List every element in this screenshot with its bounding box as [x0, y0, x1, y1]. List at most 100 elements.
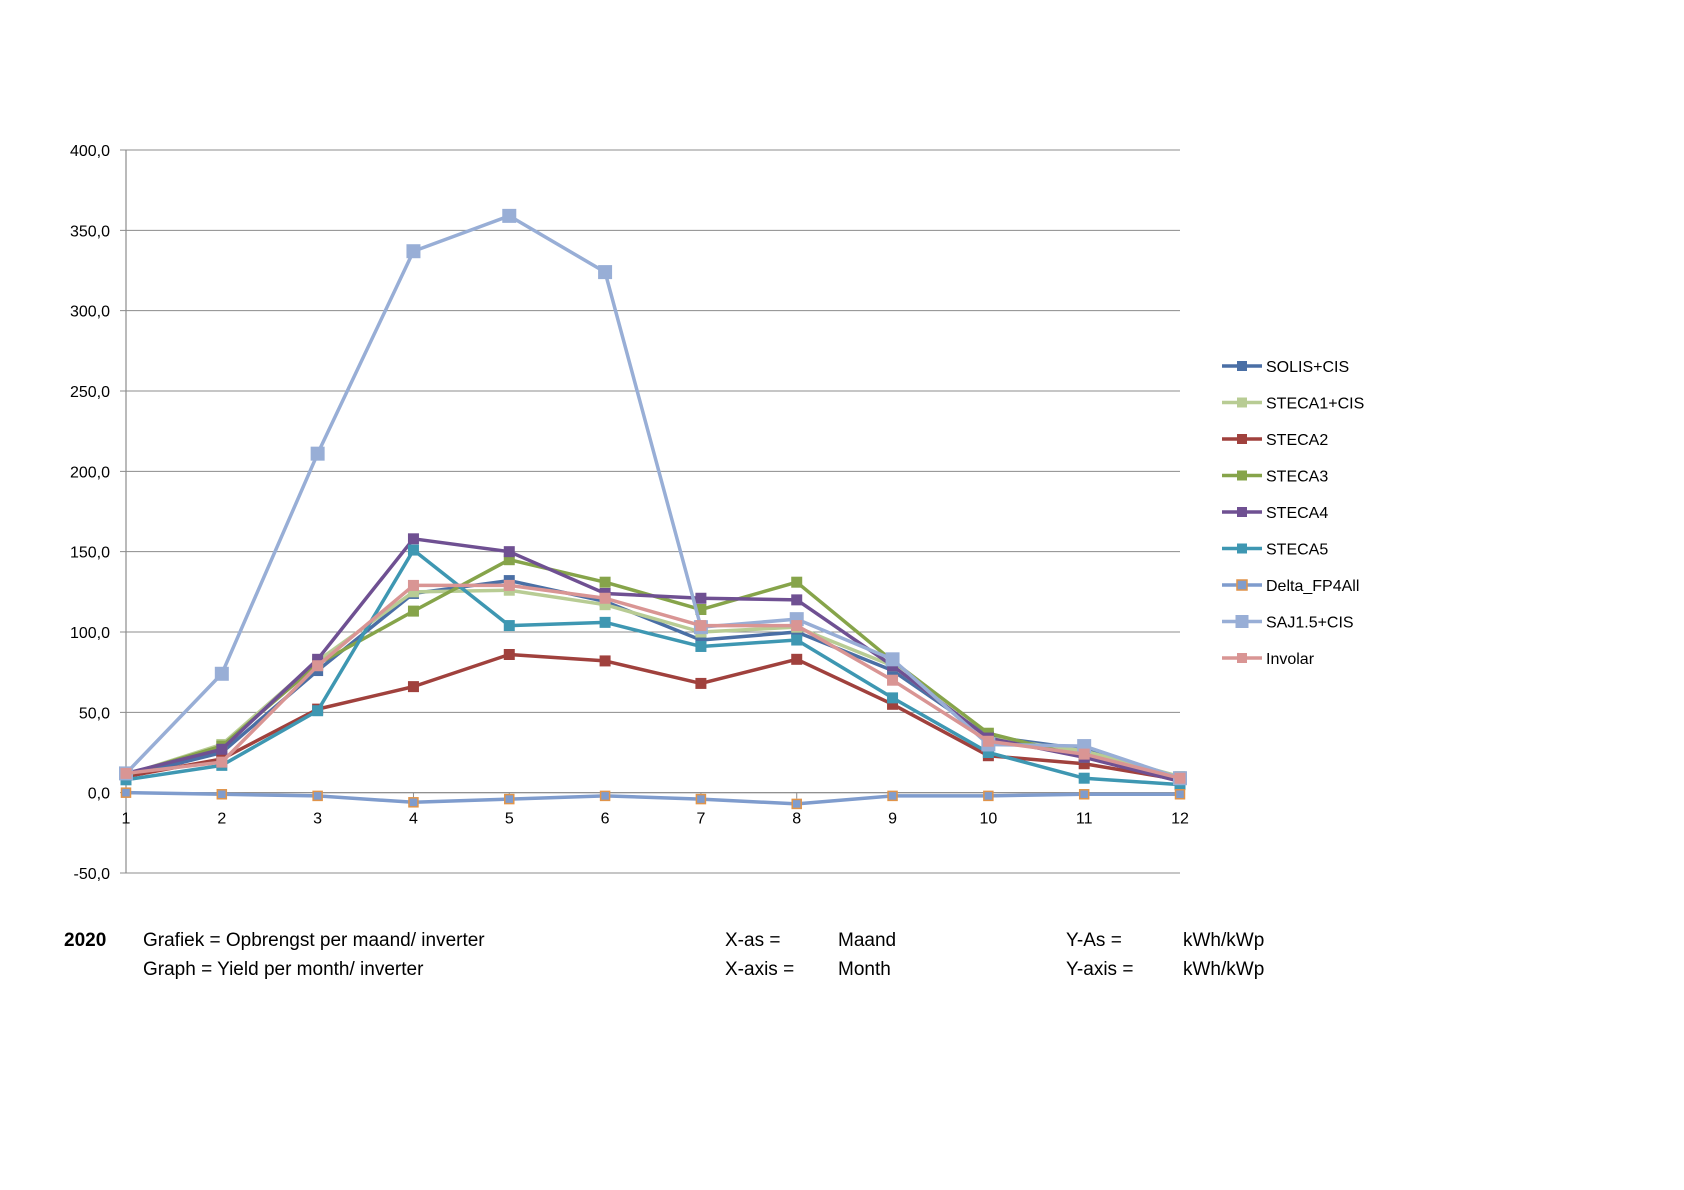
data-point	[312, 653, 324, 665]
data-point	[406, 244, 421, 259]
data-point	[503, 546, 515, 558]
data-point	[120, 787, 132, 798]
series-steca5	[120, 544, 1186, 791]
data-point	[407, 681, 419, 693]
data-point	[312, 790, 323, 802]
caption-yas-value: kWh/kWp	[1183, 930, 1265, 951]
legend-entry: SOLIS+CIS	[1222, 359, 1349, 376]
data-point	[695, 634, 707, 646]
series-line	[125, 588, 1181, 779]
data-point	[599, 616, 611, 628]
legend-marker	[1237, 361, 1247, 371]
legend-label: STECA3	[1266, 469, 1328, 486]
caption-yaxis-label: Y-axis =	[1066, 959, 1134, 980]
data-point	[695, 640, 707, 652]
series-involar	[120, 579, 1186, 784]
legend-label: SAJ1.5+CIS	[1266, 615, 1354, 632]
data-point	[695, 620, 707, 632]
caption-yas-label: Y-As =	[1066, 930, 1122, 951]
x-tick-label: 10	[979, 811, 997, 828]
series-steca3	[120, 554, 1186, 784]
series-solis-cis	[120, 575, 1186, 786]
data-point	[791, 576, 803, 588]
data-point	[1174, 789, 1186, 800]
x-tick-label: 9	[888, 811, 897, 828]
data-point	[216, 743, 228, 755]
y-tick-label: 0,0	[88, 786, 110, 803]
y-tick-label: 250,0	[70, 384, 110, 401]
y-tick-label: 300,0	[70, 304, 110, 321]
caption-xas-value: Maand	[838, 930, 897, 951]
data-point	[599, 655, 611, 667]
legend-marker	[1237, 470, 1247, 481]
data-point	[407, 605, 419, 617]
data-point	[120, 767, 132, 779]
data-point	[407, 579, 419, 591]
data-point	[503, 648, 515, 660]
data-point	[599, 790, 611, 802]
data-point	[312, 705, 324, 717]
legend-marker	[1237, 543, 1247, 554]
x-tick-label: 8	[792, 811, 801, 828]
legend-marker	[1237, 653, 1247, 663]
x-tick-label: 3	[313, 811, 322, 828]
y-axis-ticks: 400,0 350,0 300,0 250,0 200,0 150,0 100,0 50,0 0…	[70, 143, 110, 883]
data-point	[502, 208, 517, 223]
data-point	[791, 634, 803, 646]
series-steca1-cis	[120, 584, 1186, 783]
data-point	[887, 698, 899, 710]
legend-label: STECA2	[1266, 432, 1328, 449]
caption-xaxis-value: Month	[838, 959, 891, 980]
x-tick-label: 11	[1076, 811, 1093, 828]
axes	[125, 150, 1180, 873]
x-tick-label: 12	[1171, 811, 1189, 828]
data-point	[599, 599, 611, 611]
data-point	[982, 735, 994, 747]
data-point	[791, 594, 803, 606]
data-point	[310, 446, 325, 461]
data-point	[504, 793, 515, 805]
legend-marker	[1236, 579, 1248, 591]
legend-label: STECA1+CIS	[1266, 396, 1364, 413]
data-point	[695, 592, 707, 604]
legend: SOLIS+CIS STECA1+CIS STECA2 STECA3 STECA4 STE…	[1222, 359, 1364, 668]
legend-marker	[1237, 434, 1247, 444]
legend-label: STECA4	[1266, 505, 1328, 522]
legend-marker	[1237, 397, 1247, 408]
data-point	[503, 620, 515, 632]
legend-entry: STECA4	[1222, 505, 1328, 522]
legend-entry: Involar	[1222, 651, 1315, 668]
data-point	[1078, 772, 1090, 784]
caption-graph-nl: Grafiek = Opbrengst per maand/ inverter	[143, 930, 485, 951]
data-point	[791, 620, 803, 632]
legend-entry: STECA5	[1222, 542, 1328, 559]
caption-yaxis-value: kWh/kWp	[1183, 959, 1265, 980]
series-line	[125, 537, 1181, 784]
y-tick-label: 150,0	[70, 545, 110, 562]
y-tick-label: 400,0	[70, 143, 110, 160]
y-tick-label: -50,0	[74, 866, 111, 883]
legend-marker	[1237, 507, 1247, 517]
data-point	[599, 592, 611, 604]
caption-xaxis-label: X-axis =	[725, 959, 795, 980]
series-steca4	[120, 533, 1186, 787]
legend-label: SOLIS+CIS	[1266, 359, 1349, 376]
data-point	[695, 604, 707, 616]
data-point	[983, 790, 994, 802]
data-point	[598, 265, 613, 280]
data-point	[503, 554, 515, 566]
data-point	[1078, 748, 1090, 760]
caption-year: 2020	[64, 930, 107, 951]
data-point	[216, 789, 228, 800]
y-tick-label: 100,0	[70, 625, 110, 642]
data-point	[982, 747, 994, 758]
data-point	[214, 666, 229, 681]
legend-label: Involar	[1266, 651, 1315, 668]
gridlines	[120, 149, 1180, 874]
data-point	[408, 797, 419, 808]
series-steca2	[120, 648, 1186, 786]
x-tick-label: 4	[409, 811, 418, 828]
legend-entry: Delta_FP4All	[1222, 578, 1359, 595]
x-tick-label: 1	[122, 811, 131, 828]
legend-label: STECA5	[1266, 542, 1328, 559]
